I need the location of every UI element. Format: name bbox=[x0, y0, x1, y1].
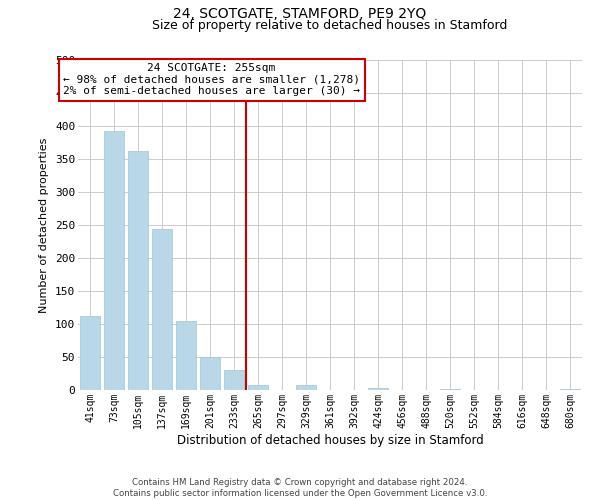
Text: 24 SCOTGATE: 255sqm
← 98% of detached houses are smaller (1,278)
2% of semi-deta: 24 SCOTGATE: 255sqm ← 98% of detached ho… bbox=[63, 64, 360, 96]
Bar bbox=[560, 388, 580, 390]
Bar bbox=[200, 357, 220, 390]
Y-axis label: Number of detached properties: Number of detached properties bbox=[40, 138, 49, 312]
Text: 24, SCOTGATE, STAMFORD, PE9 2YQ: 24, SCOTGATE, STAMFORD, PE9 2YQ bbox=[173, 8, 427, 22]
Bar bbox=[296, 386, 316, 390]
Bar bbox=[80, 316, 100, 390]
Bar bbox=[128, 151, 148, 390]
Bar bbox=[440, 388, 460, 390]
Bar bbox=[368, 388, 388, 390]
Bar bbox=[152, 229, 172, 390]
X-axis label: Distribution of detached houses by size in Stamford: Distribution of detached houses by size … bbox=[176, 434, 484, 446]
Bar bbox=[224, 370, 244, 390]
Bar bbox=[176, 322, 196, 390]
Title: Size of property relative to detached houses in Stamford: Size of property relative to detached ho… bbox=[152, 20, 508, 32]
Text: Contains HM Land Registry data © Crown copyright and database right 2024.
Contai: Contains HM Land Registry data © Crown c… bbox=[113, 478, 487, 498]
Bar bbox=[104, 130, 124, 390]
Bar bbox=[248, 384, 268, 390]
